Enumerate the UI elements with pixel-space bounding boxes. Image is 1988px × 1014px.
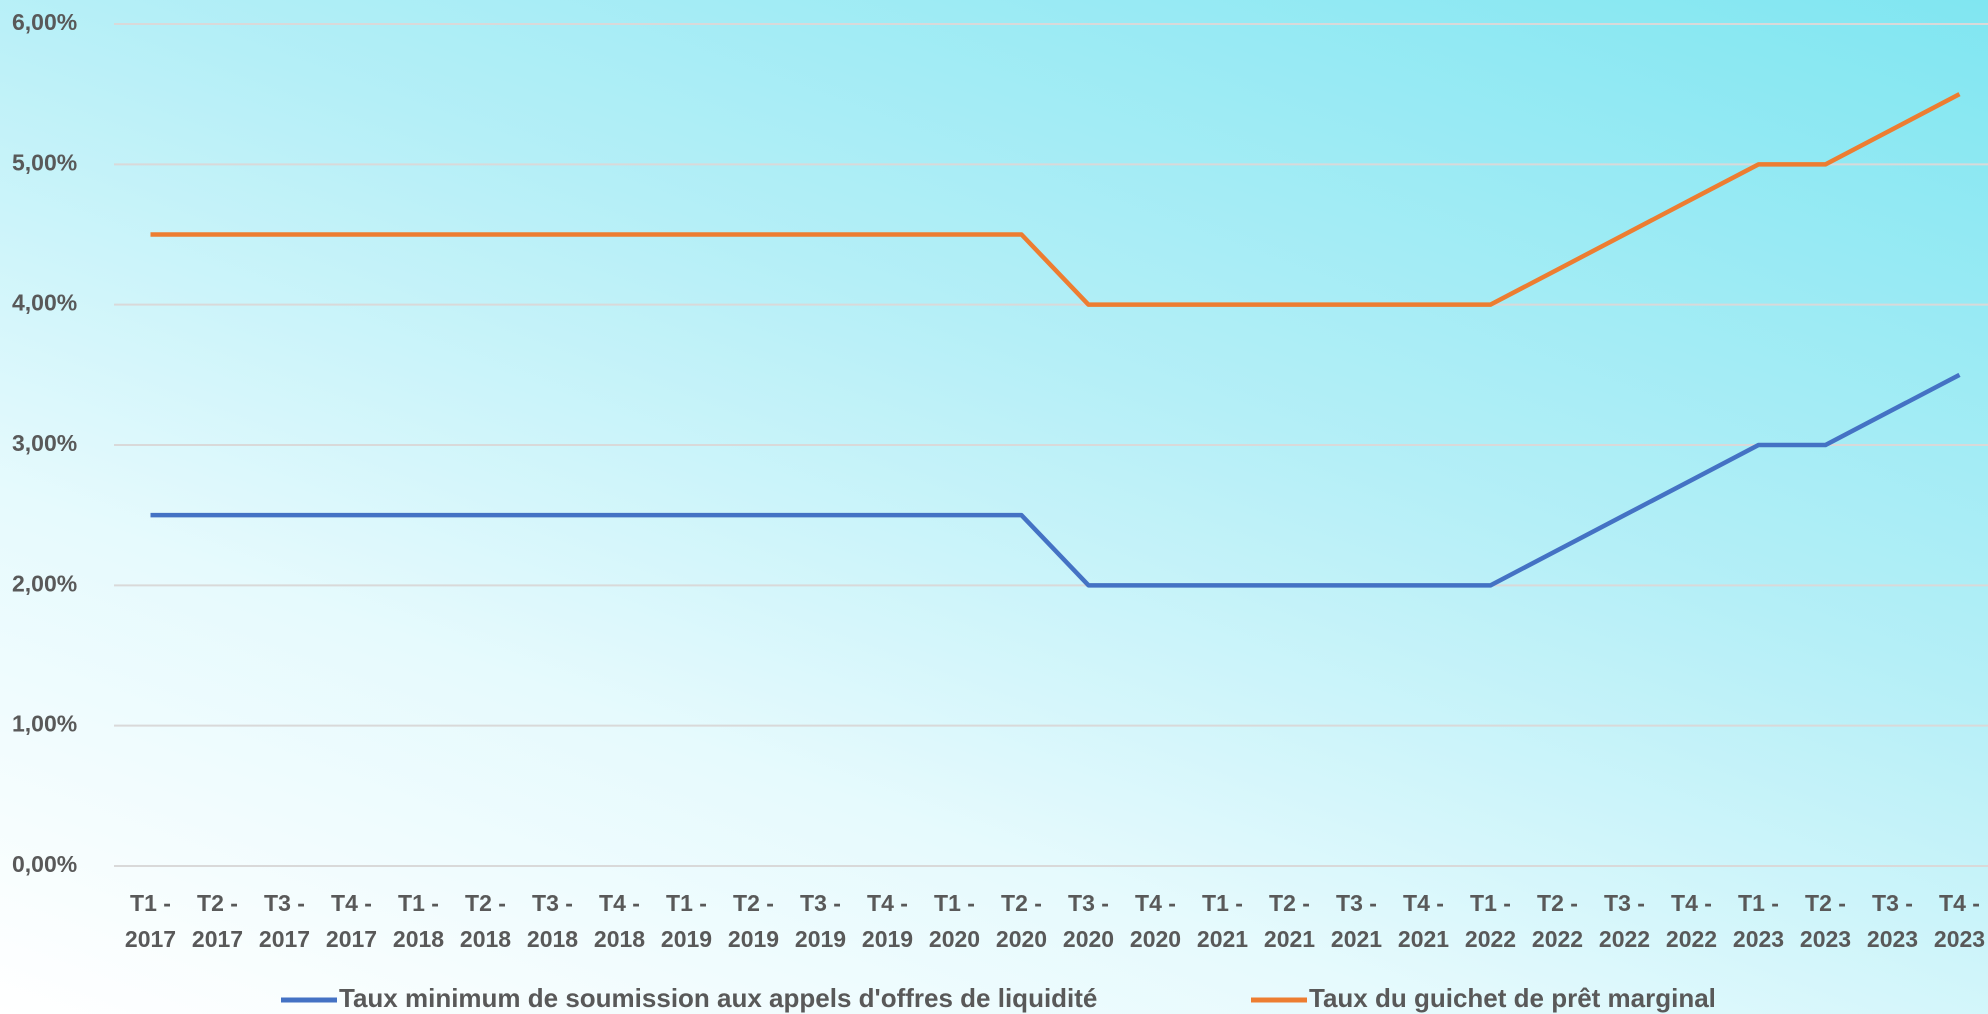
x-tick-label: T4 - 2017 (325, 890, 378, 952)
y-tick-label: 4,00% (12, 290, 77, 316)
x-tick-label: T1 - 2022 (1464, 890, 1517, 952)
y-tick-label: 2,00% (12, 570, 77, 596)
x-tick-label: T1 - 2018 (392, 890, 445, 952)
y-tick-label: 6,00% (12, 9, 77, 35)
x-tick-label: T4 - 2020 (1129, 890, 1182, 952)
line-series (150, 372, 1961, 588)
x-tick-label: T2 - 2023 (1799, 890, 1852, 952)
x-tick-label: T1 - 2019 (660, 890, 713, 952)
x-tick-label: T4 - 2023 (1933, 890, 1986, 952)
x-tick-label: T4 - 2019 (861, 890, 914, 952)
y-tick-label: 5,00% (12, 149, 77, 175)
x-tick-label: T3 - 2017 (258, 890, 311, 952)
y-tick-label: 0,00% (12, 851, 77, 877)
x-tick-label: T2 - 2018 (459, 890, 512, 952)
x-tick-label: T1 - 2017 (124, 890, 177, 952)
x-tick-label: T2 - 2021 (1263, 890, 1316, 952)
x-tick-label: T3 - 2018 (526, 890, 579, 952)
x-tick-label: T3 - 2019 (794, 890, 847, 952)
y-tick-label: 3,00% (12, 430, 77, 456)
legend-label: Taux du guichet de prêt marginal (1309, 983, 1716, 1013)
x-tick-label: T4 - 2018 (593, 890, 646, 952)
x-tick-label: T4 - 2022 (1665, 890, 1718, 952)
x-tick-label: T4 - 2021 (1397, 890, 1450, 952)
y-tick-label: 1,00% (12, 711, 77, 737)
x-tick-label: T2 - 2017 (191, 890, 244, 952)
legend-label: Taux minimum de soumission aux appels d'… (339, 983, 1097, 1013)
x-tick-label: T2 - 2019 (727, 890, 780, 952)
x-tick-label: T3 - 2023 (1866, 890, 1919, 952)
x-tick-label: T3 - 2020 (1062, 890, 1115, 952)
line-series (150, 92, 1961, 307)
x-tick-label: T2 - 2020 (995, 890, 1048, 952)
x-tick-label: T3 - 2021 (1330, 890, 1383, 952)
x-tick-label: T3 - 2022 (1598, 890, 1651, 952)
x-tick-label: T1 - 2023 (1732, 890, 1785, 952)
x-tick-label: T1 - 2020 (928, 890, 981, 952)
x-tick-label: T1 - 2021 (1196, 890, 1249, 952)
x-tick-label: T2 - 2022 (1531, 890, 1584, 952)
